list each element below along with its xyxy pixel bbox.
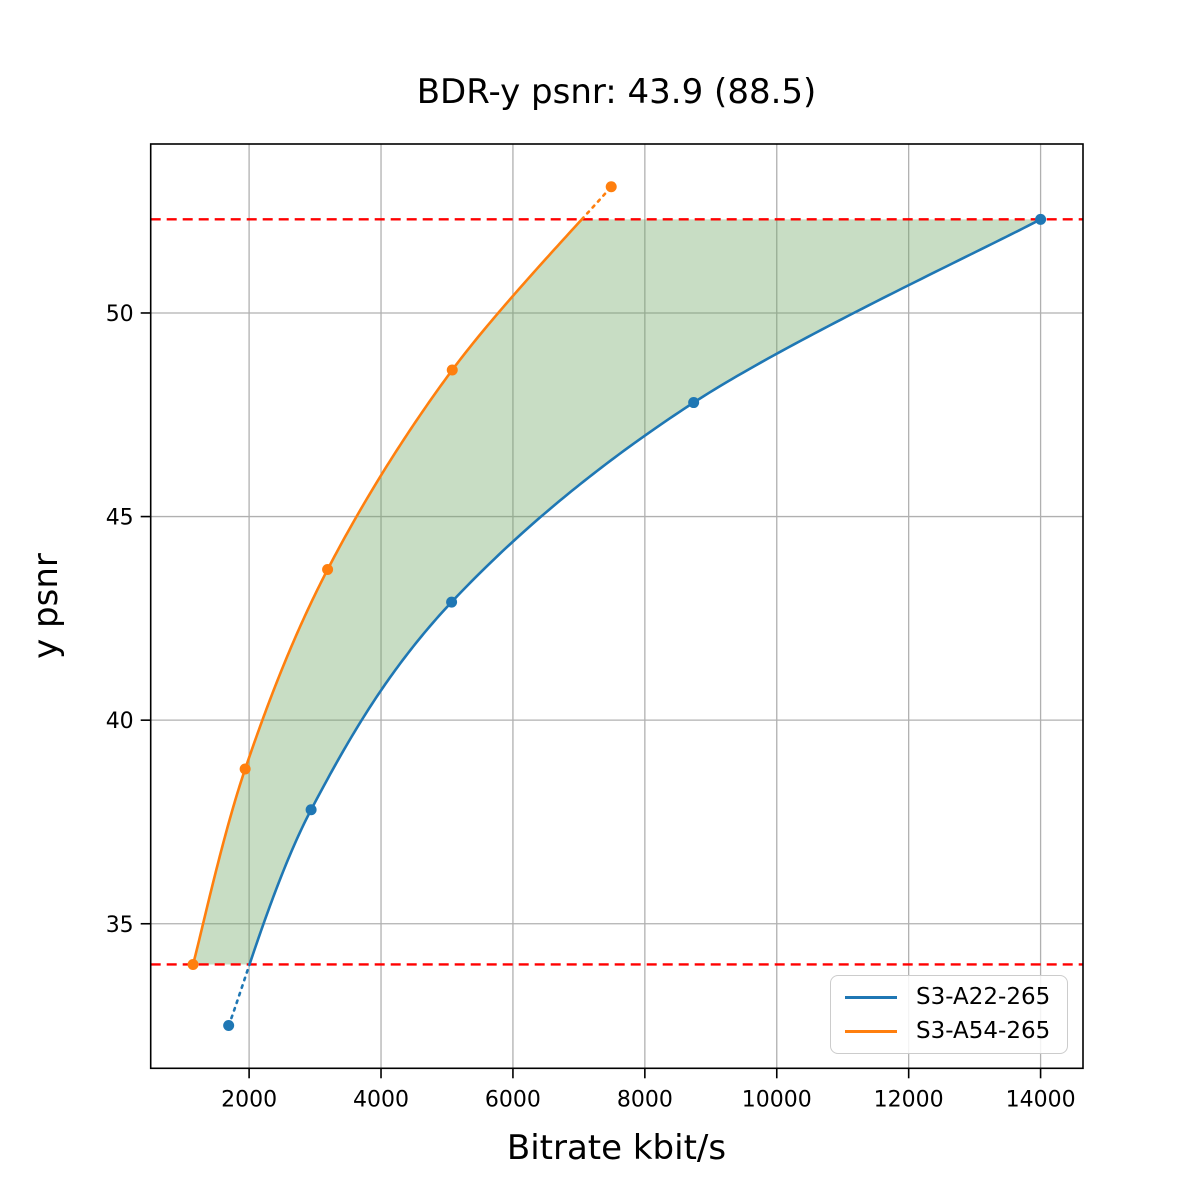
legend-line-swatch <box>845 1029 897 1033</box>
legend-line-swatch <box>845 996 897 1000</box>
svg-text:40: 40 <box>106 709 134 734</box>
svg-text:45: 45 <box>106 506 134 531</box>
legend: S3-A22-265 S3-A54-265 <box>830 975 1068 1054</box>
legend-item: S3-A22-265 <box>845 986 1053 1009</box>
reference-lines <box>150 218 1083 966</box>
svg-text:2000: 2000 <box>221 1087 277 1112</box>
svg-text:10000: 10000 <box>742 1087 812 1112</box>
svg-text:14000: 14000 <box>1006 1087 1076 1112</box>
fill-region <box>193 219 1041 965</box>
series-lines <box>191 185 1042 1027</box>
svg-text:6000: 6000 <box>485 1087 541 1112</box>
svg-text:35: 35 <box>106 913 134 938</box>
axes-box <box>149 143 1084 1070</box>
gridlines <box>150 144 1083 1069</box>
x-axis-label: Bitrate kbit/s <box>506 1128 727 1168</box>
tick-labels: 2000 4000 6000 8000 10000 12000 14000 35 40 45 50 <box>106 302 1076 1112</box>
svg-text:8000: 8000 <box>617 1087 673 1112</box>
series-markers <box>187 181 1047 1032</box>
legend-item: S3-A54-265 <box>845 1017 1053 1044</box>
tick-marks <box>140 312 1042 1079</box>
legend-label: S3-A22-265 <box>916 984 1051 1011</box>
svg-text:50: 50 <box>106 302 134 327</box>
chart-title: BDR-y psnr: 43.9 (88.5) <box>416 72 817 112</box>
legend-label: S3-A54-265 <box>916 1017 1051 1044</box>
svg-text:4000: 4000 <box>353 1087 409 1112</box>
svg-text:12000: 12000 <box>874 1087 944 1112</box>
